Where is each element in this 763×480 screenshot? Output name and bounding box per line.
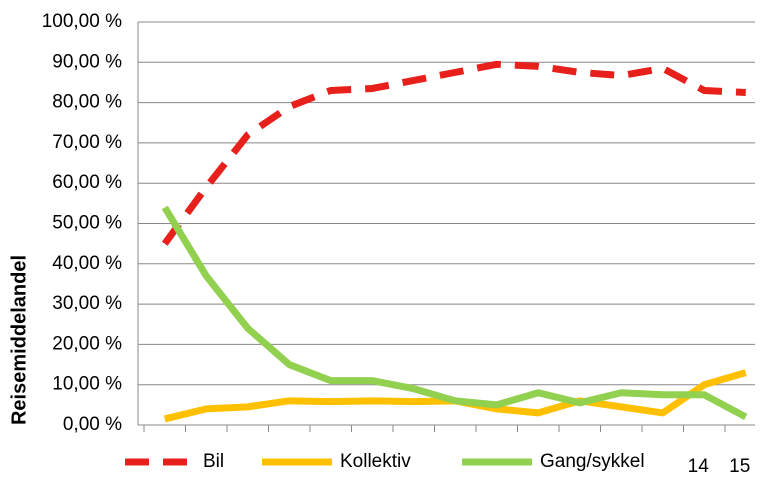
y-tick-label: 60,00 %	[52, 172, 122, 193]
y-axis-title: Reisemiddelandel	[8, 255, 30, 425]
y-tick-label: 80,00 %	[52, 92, 122, 113]
series-line	[161, 60, 746, 246]
y-tick-label: 30,00 %	[52, 293, 122, 314]
y-tick-label: 10,00 %	[52, 374, 122, 395]
legend-label: Kollektiv	[340, 451, 411, 472]
y-tick-label: 0,00 %	[63, 414, 122, 435]
legend-label: Bil	[203, 451, 224, 472]
y-tick-label: 90,00 %	[52, 51, 122, 72]
y-tick-label: 20,00 %	[52, 333, 122, 354]
series-line	[161, 205, 748, 421]
x-tick-label: 14	[688, 456, 710, 477]
y-tick-label: 50,00 %	[52, 213, 122, 234]
y-tick-label: 40,00 %	[52, 253, 122, 274]
y-tick-label: 70,00 %	[52, 132, 122, 153]
x-tick-label: 15	[729, 456, 750, 477]
y-tick-label: 100,00 %	[42, 11, 122, 32]
legend-label: Gang/sykkel	[540, 451, 645, 472]
